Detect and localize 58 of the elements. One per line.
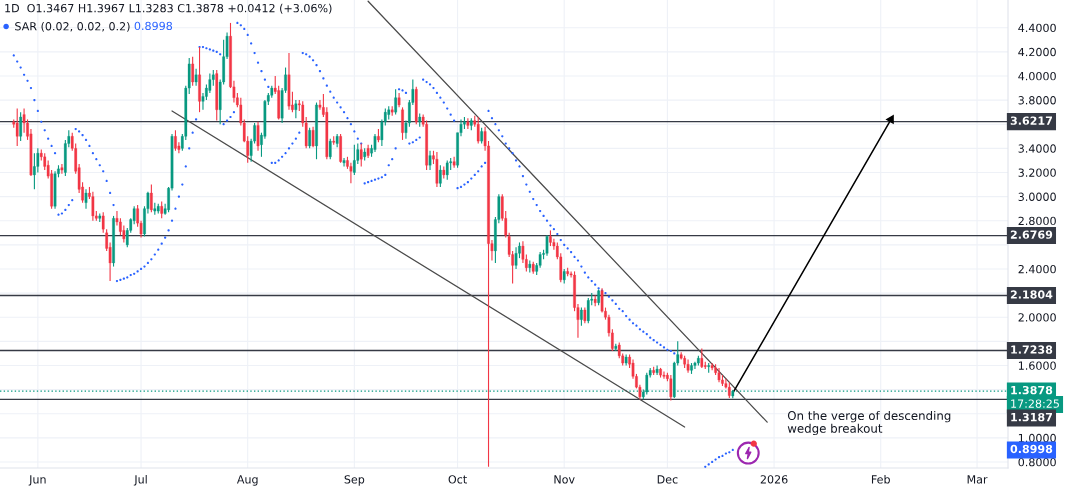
candlestick [308,127,311,149]
candlestick [150,183,153,213]
candlestick [60,163,64,175]
candlestick [342,157,346,168]
y-tick-label: 4.4000 [1018,23,1056,33]
candlestick [373,133,377,153]
ref-line-label: 1.3187 [1011,412,1052,422]
x-tick-label: Dec [657,475,678,484]
y-tick-label: 4.0000 [1018,71,1056,81]
candlestick [545,234,549,257]
x-tick-label: Mar [967,475,988,484]
candlestick [686,358,690,374]
x-tick-label: Jul [133,474,147,486]
y-tick-label: 3.8000 [1018,96,1056,105]
ref-line-label: 1.7238 [1011,345,1053,354]
candlestick [174,129,177,152]
y-tick-label: 2.8000 [1018,216,1056,226]
ref-line-label: 2.1804 [1010,290,1053,299]
candlestick [580,307,583,327]
y-tick-label: 3.0000 [1018,192,1056,201]
candlestick [439,164,442,188]
candlestick [669,374,673,402]
text: 0.8998 [1010,444,1053,454]
candlestick [191,56,194,87]
text: 17:28:25 [1011,399,1059,408]
candlestick [690,362,693,375]
candlestick [112,215,115,268]
candlestick [428,150,432,171]
candlestick [19,111,22,142]
x-tick-label: Jun [28,475,46,486]
y-tick-label: 4.2000 [1018,47,1056,57]
y-tick-label: 3.2000 [1018,168,1056,177]
y-tick-label: 1.6000 [1018,361,1056,370]
x-tick-label: 2026 [760,475,788,484]
annotation: On the verge of descending wedge breakout [787,410,951,436]
ref-line-label: 3.6217 [1010,116,1052,125]
x-tick-label: Nov [554,475,575,484]
x-tick-label: Aug [236,475,258,486]
candlestick [394,88,397,116]
candlestick [353,144,356,176]
y-tick-label: 2.4000 [1018,264,1056,274]
candlestick [33,152,36,190]
y-tick-label: 0.8000 [1018,457,1056,467]
legend-label: SAR (0.02, 0.02, 0.2) [15,21,130,32]
chart-title: 1D O1.3467 H1.3967 L1.3283 C1.3878 +0.0412 (+3.06%) [5,3,332,14]
x-tick-label: Sep [344,475,365,486]
ref-line-label: 1.3878 [1011,385,1053,395]
y-tick-label: 2.0000 [1018,313,1056,322]
candlestick [315,101,318,160]
candlestick [514,246,518,270]
annotation: 0.8998 [134,21,173,31]
x-tick-label: Feb [871,474,890,484]
x-tick-label: Oct [448,475,467,484]
candlestick [328,138,332,160]
y-tick-label: 1.0000 [1018,433,1056,443]
candlestick [401,106,404,141]
ref-line-label: 2.6769 [1010,230,1053,239]
y-tick-label: 3.4000 [1018,144,1056,153]
